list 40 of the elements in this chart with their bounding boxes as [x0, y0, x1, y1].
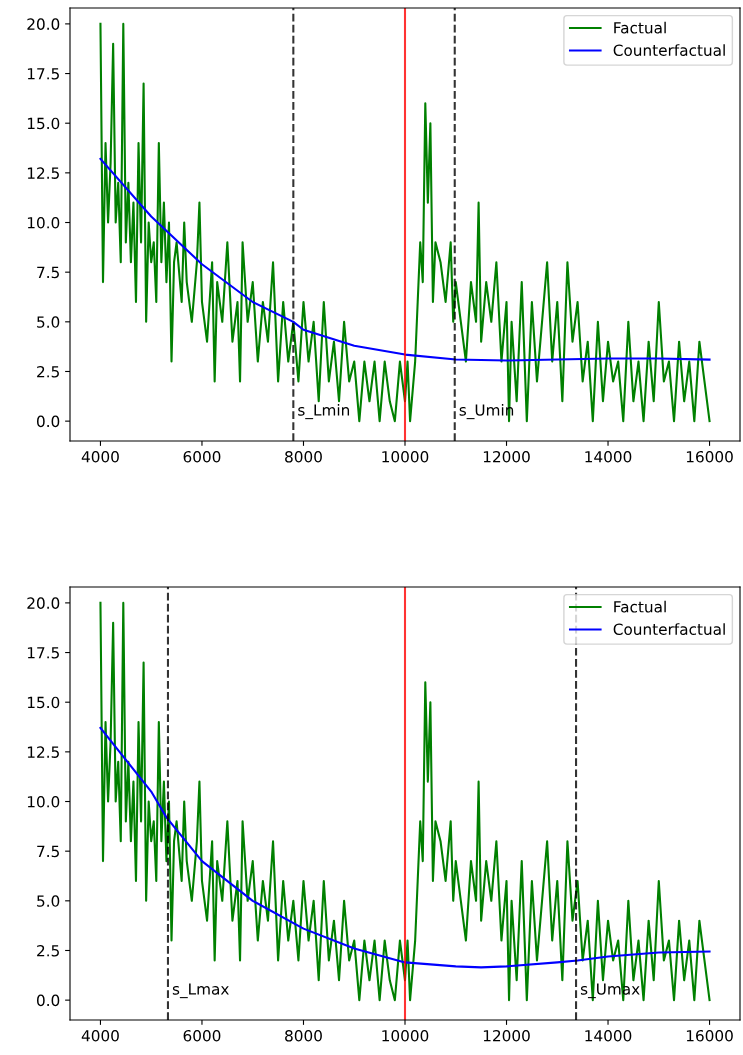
x-tick-label: 12000 — [483, 1029, 530, 1042]
y-tick-label: 12.5 — [27, 746, 59, 758]
x-tick-label: 12000 — [483, 450, 530, 463]
y-tick-label: 5.0 — [37, 895, 60, 907]
y-tick-label: 20.0 — [27, 18, 60, 30]
x-tick-label: 10000 — [382, 450, 429, 463]
y-tick-label: 0.0 — [36, 415, 60, 428]
ref-line-label: s_Lmin — [298, 403, 350, 420]
legend-label: Counterfactual — [613, 44, 725, 56]
x-tick-label: 16000 — [686, 1029, 733, 1042]
x-tick-label: 8000 — [285, 1029, 322, 1042]
x-tick-label: 4000 — [81, 450, 119, 463]
y-tick-label: 10.0 — [27, 795, 60, 808]
y-tick-label: 2.5 — [37, 365, 59, 378]
y-tick-label: 17.5 — [27, 647, 59, 659]
y-tick-label: 5.0 — [37, 316, 60, 328]
y-tick-label: 20.0 — [27, 597, 60, 609]
y-tick-label: 7.5 — [37, 266, 59, 279]
legend-label: Counterfactual — [613, 623, 725, 635]
line-series — [99, 157, 711, 362]
y-tick-label: 15.0 — [27, 117, 60, 130]
y-tick-label: 12.5 — [27, 167, 59, 179]
y-tick-label: 2.5 — [37, 944, 59, 957]
y-tick-label: 0.0 — [36, 994, 60, 1007]
x-tick-label: 6000 — [183, 1029, 221, 1042]
y-tick-label: 7.5 — [37, 845, 59, 858]
x-tick-label: 16000 — [686, 450, 733, 463]
x-tick-label: 4000 — [81, 1029, 119, 1042]
y-tick-label: 17.5 — [27, 68, 59, 80]
x-tick-label: 6000 — [183, 450, 221, 463]
y-tick-label: 10.0 — [27, 216, 60, 229]
line-series — [99, 726, 711, 969]
x-tick-label: 14000 — [585, 450, 632, 463]
x-tick-label: 14000 — [585, 1029, 632, 1042]
legend-label: Factual — [614, 21, 666, 34]
y-tick-label: 15.0 — [27, 696, 60, 709]
legend-label: Factual — [614, 600, 666, 613]
x-tick-label: 10000 — [382, 1029, 429, 1042]
ref-line-label: s_Lmax — [172, 983, 229, 999]
x-tick-label: 8000 — [285, 450, 322, 463]
